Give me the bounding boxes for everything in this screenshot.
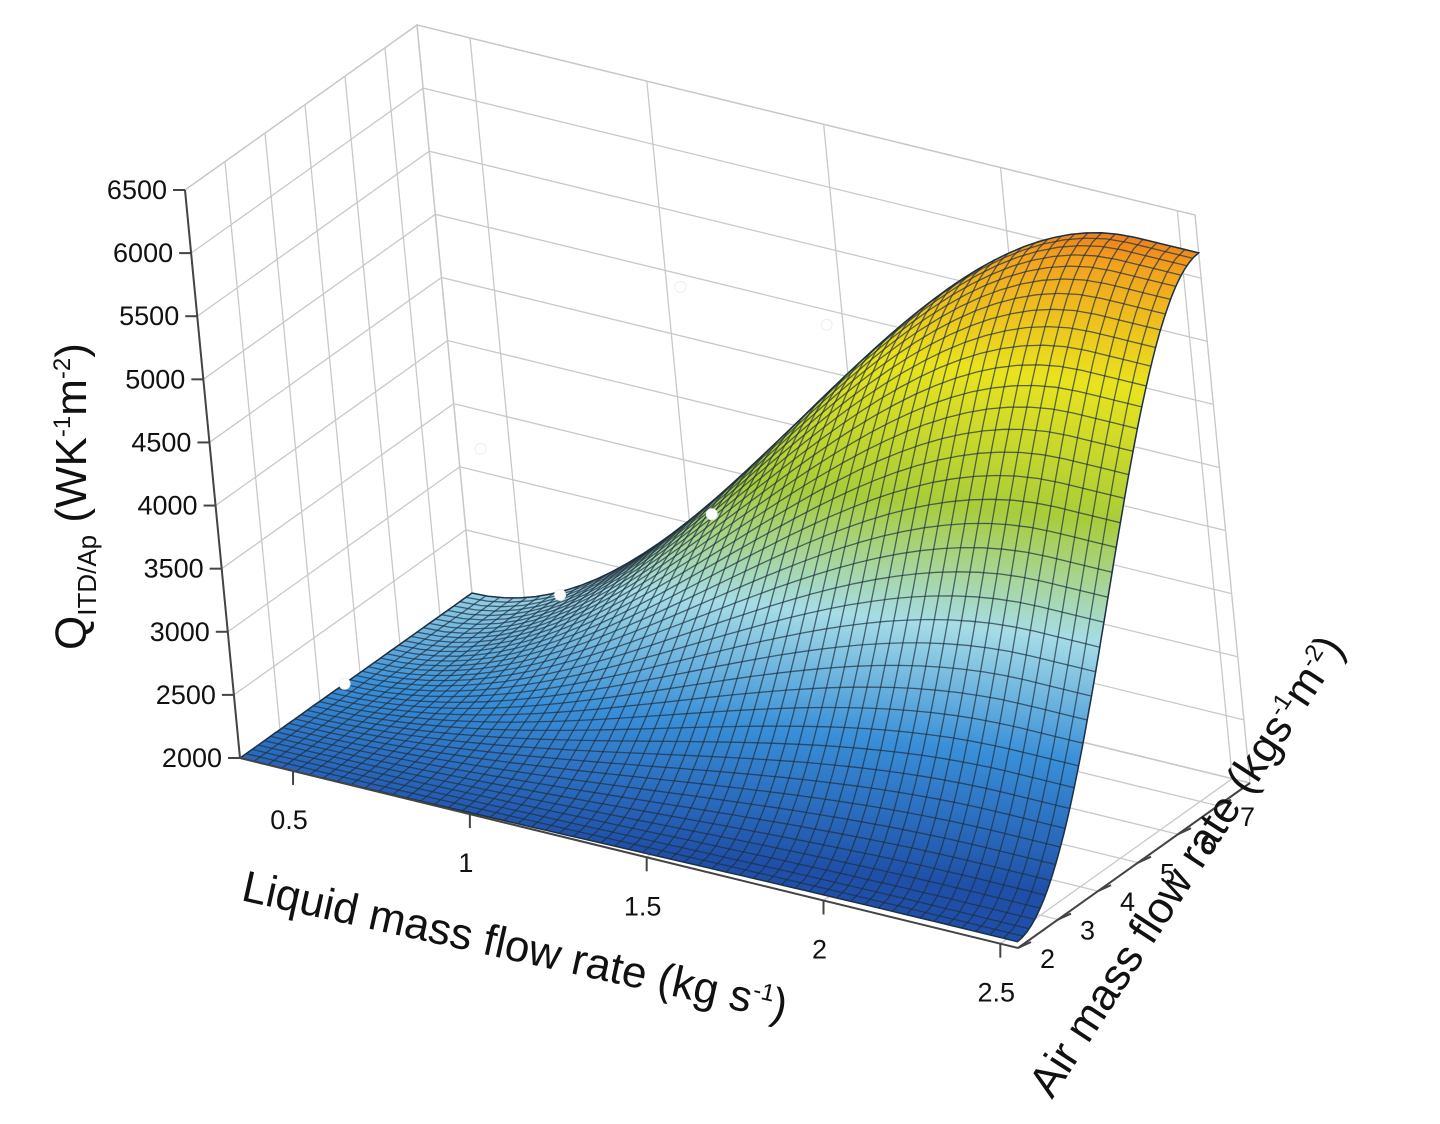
mesh-line-v — [282, 726, 1056, 866]
mesh-line-v — [386, 451, 1129, 662]
data-point — [820, 318, 833, 331]
mesh-line-v — [361, 546, 1113, 682]
mesh-line-v — [423, 325, 1156, 635]
mesh-line-v — [258, 744, 1035, 921]
surface-fill — [238, 232, 1201, 943]
x-tick-label: 1.5 — [624, 891, 662, 921]
data-points — [338, 280, 833, 690]
mesh-line-v — [404, 384, 1142, 648]
z-tick-label: 4500 — [131, 427, 191, 457]
surface — [238, 232, 1201, 943]
data-point — [554, 588, 567, 601]
z-tick-label: 6500 — [107, 175, 167, 205]
mesh-line-v — [319, 700, 1084, 744]
y-tick-label: 4 — [1120, 887, 1135, 917]
mesh-line-v — [325, 686, 1088, 721]
y-tick-label: 2 — [1040, 944, 1055, 974]
mesh-line-v — [435, 292, 1166, 626]
data-point — [705, 508, 718, 521]
mesh-line-v — [392, 428, 1134, 657]
y-tick-mark — [1017, 941, 1032, 949]
mesh-line-v — [288, 722, 1061, 848]
z-tick-label: 6000 — [113, 238, 173, 268]
mesh-line-v — [410, 364, 1147, 644]
z-tick-label: 3000 — [150, 617, 210, 647]
y-tick-mark — [1177, 827, 1192, 836]
mesh-line-v — [307, 709, 1075, 789]
x-tick-label: 2 — [812, 935, 827, 965]
mesh-line-v — [416, 344, 1152, 639]
mesh-line-v — [294, 718, 1066, 830]
mesh-line-v — [349, 595, 1105, 692]
y-tick-label: 5 — [1160, 859, 1175, 889]
mesh-line-v — [453, 254, 1182, 612]
mesh-line-v — [264, 739, 1041, 909]
mesh-line-v — [270, 735, 1046, 896]
data-point — [474, 442, 487, 455]
z-gridline — [184, 24, 1196, 216]
y-tick-mark — [1057, 912, 1072, 921]
z-axis-title: QITD/Ap (WK-1m-2) — [47, 343, 102, 650]
z-tick-label: 4000 — [137, 491, 197, 521]
x-tick-label: 2.5 — [978, 978, 1016, 1008]
mesh-line-v — [429, 308, 1161, 630]
y-tick-label: 6 — [1200, 830, 1215, 860]
y-axis-line — [1017, 782, 1251, 949]
z-tick-label: 5000 — [125, 364, 185, 394]
y-tick-label: 7 — [1240, 802, 1255, 832]
z-axis-ticks: 2000 2500 3000 3500 4000 4500 5000 5500 6000 6500 — [107, 175, 240, 773]
data-point — [338, 677, 351, 690]
z-gridline — [190, 87, 1202, 279]
z-tick-label: 3500 — [144, 554, 204, 584]
mesh-line-v — [245, 753, 1024, 937]
y-tick-mark — [1217, 798, 1232, 807]
data-point — [674, 280, 687, 293]
mesh-line-v — [337, 642, 1096, 703]
surface-mesh — [240, 232, 1199, 942]
z-tick-label: 2500 — [156, 680, 216, 710]
y-tick-label: 3 — [1080, 916, 1095, 946]
y-tick-mark — [1097, 884, 1112, 893]
mesh-line-v — [471, 232, 1199, 599]
mesh-line-v — [300, 713, 1070, 810]
x-tick-label: 0.5 — [270, 805, 308, 835]
y-tick-mark — [1137, 855, 1152, 864]
mesh-line-v — [355, 571, 1109, 687]
mesh-line-v — [331, 664, 1092, 710]
x-axis-title: Liquid mass flow rate (kg s-1) — [238, 862, 792, 1030]
mesh-line-v — [380, 474, 1125, 667]
mesh-line-v — [343, 618, 1100, 698]
mesh-line-v — [252, 748, 1030, 930]
z-gridline — [196, 150, 1208, 342]
mesh-line-v — [313, 705, 1079, 767]
axis-lines — [184, 189, 1251, 949]
mesh-line-v — [368, 522, 1117, 677]
mesh-line-v — [441, 278, 1171, 621]
x-gridline — [999, 210, 1234, 945]
z-axis-line — [184, 189, 241, 759]
mesh-line-v — [398, 406, 1138, 653]
x-axis-line — [239, 757, 1019, 949]
mesh-line-v — [374, 498, 1121, 672]
z-tick-label: 2000 — [162, 743, 222, 773]
mesh-line-v — [276, 731, 1051, 882]
z-tick-label: 5500 — [119, 301, 179, 331]
mesh-line-v — [447, 265, 1176, 617]
x-tick-label: 1 — [458, 848, 473, 878]
x-axis-ticks: 0.5 1 1.5 2 2.5 — [270, 770, 1016, 1008]
